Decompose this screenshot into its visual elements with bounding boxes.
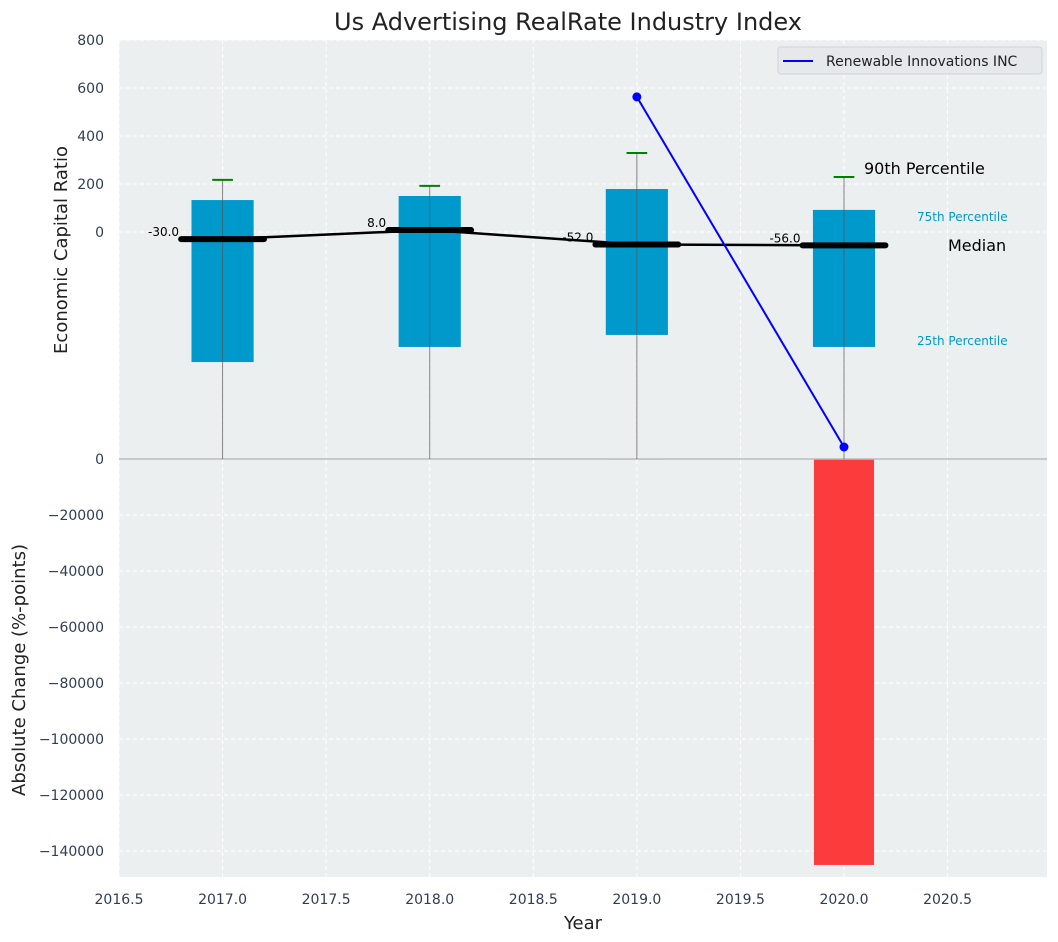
top-y-tick-label: 200: [77, 177, 104, 193]
annotation-25th: 25th Percentile: [917, 334, 1008, 348]
top-y-tick-label: 800: [77, 33, 104, 49]
x-tick-label: 2020.5: [923, 892, 972, 908]
median-label: -52.0: [562, 230, 593, 244]
median-label: 8.0: [367, 216, 386, 230]
x-tick-label: 2017.5: [302, 892, 351, 908]
bottom-y-tick-label: −40000: [48, 564, 104, 580]
annotation-90th: 90th Percentile: [864, 159, 985, 178]
legend: Renewable Innovations INC: [777, 46, 1043, 75]
x-tick-label: 2019.0: [612, 892, 661, 908]
bottom-y-tick-label: −60000: [48, 620, 104, 636]
x-tick-label: 2017.0: [198, 892, 247, 908]
x-axis-label: Year: [563, 913, 603, 934]
bottom-y-tick-label: −20000: [48, 508, 104, 524]
x-tick-label: 2020.0: [820, 892, 869, 908]
median-trend-line: [222, 228, 845, 247]
chart-title: Us Advertising RealRate Industry Index: [334, 8, 802, 36]
annotation-75th: 75th Percentile: [917, 210, 1008, 224]
top-y-tick-label: 400: [77, 129, 104, 145]
bottom-plot-area: [119, 459, 1047, 877]
x-tick-label: 2018.5: [509, 892, 558, 908]
top-y-tick-label: 600: [77, 81, 104, 97]
top-plot-area: [119, 40, 1047, 459]
top-y-axis-label: Economic Capital Ratio: [51, 146, 72, 354]
bottom-y-axis-label: Absolute Change (%-points): [9, 544, 30, 796]
series-point: [632, 92, 642, 102]
series-line: [635, 96, 845, 448]
legend-entry: Renewable Innovations INC: [826, 54, 1018, 70]
bottom-y-tick-label: −120000: [39, 788, 104, 804]
top-y-tick-label: 0: [95, 225, 104, 241]
bottom-y-tick-label: −80000: [48, 676, 104, 692]
annotation-median: Median: [948, 236, 1006, 255]
x-tick-label: 2019.5: [716, 892, 765, 908]
median-label: -30.0: [148, 225, 179, 239]
x-tick-label: 2016.5: [95, 892, 144, 908]
x-tick-label: 2018.0: [405, 892, 454, 908]
median-label: -56.0: [769, 231, 800, 245]
bottom-y-tick-label: 0: [95, 452, 104, 468]
series-point: [839, 442, 849, 452]
bottom-y-tick-label: −100000: [39, 732, 104, 748]
bottom-y-tick-label: −140000: [39, 844, 104, 860]
change-bar: [813, 459, 875, 865]
